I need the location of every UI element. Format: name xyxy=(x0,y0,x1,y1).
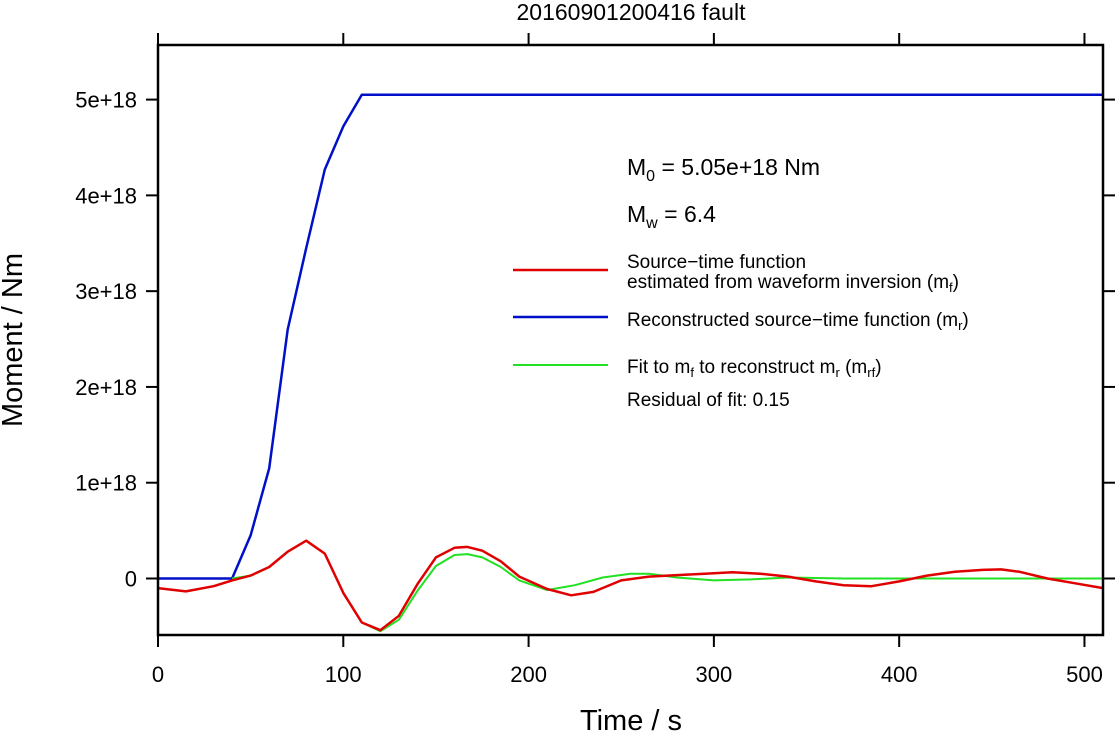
legend3-pre: Fit to m xyxy=(627,357,690,378)
mw-base: M xyxy=(627,201,646,227)
legend3-mid: to reconstruct m xyxy=(694,357,836,378)
x-tick-label: 200 xyxy=(510,662,547,687)
legend1-line2-text: estimated from waveform inversion (m xyxy=(627,272,949,293)
y-tick-label: 4e+18 xyxy=(75,183,137,208)
legend1-sub: f xyxy=(949,280,953,295)
x-axis-label: Time / s xyxy=(580,705,682,736)
chart-title: 20160901200416 fault xyxy=(517,0,747,25)
y-tick-label: 0 xyxy=(125,566,137,591)
legend-label-source-time-function-line1: Source−time function xyxy=(627,252,806,273)
legend-label-source-time-function-line2: estimated from waveform inversion (mf) xyxy=(627,272,959,295)
mw-subscript: w xyxy=(645,215,658,232)
legend-label-reconstructed: Reconstructed source−time function (mr) xyxy=(627,310,969,333)
legend3-sub3: rf xyxy=(867,365,875,380)
legend2-tail: ) xyxy=(962,310,968,331)
legend2-text: Reconstructed source−time function (m xyxy=(627,310,958,331)
legend3-tail: ) xyxy=(875,357,881,378)
legend1-tail: ) xyxy=(953,272,959,293)
x-tick-label: 300 xyxy=(696,662,733,687)
legend3-post: (m xyxy=(840,357,867,378)
mw-value: = 6.4 xyxy=(658,201,716,227)
annotation-mw: Mw = 6.4 xyxy=(627,201,716,232)
y-axis: 0 1e+18 2e+18 3e+18 4e+18 5e+18 xyxy=(75,88,1115,591)
x-tick-label: 100 xyxy=(325,662,362,687)
x-axis: 0 100 200 300 400 500 xyxy=(152,33,1103,687)
y-tick-label: 1e+18 xyxy=(75,471,137,496)
y-tick-label: 2e+18 xyxy=(75,375,137,400)
legend3-sub2: r xyxy=(835,365,840,380)
x-tick-label: 400 xyxy=(881,662,918,687)
legend: Source−time function estimated from wave… xyxy=(513,252,969,411)
series-line-fit xyxy=(231,539,1103,633)
series-line-reconstructed xyxy=(158,93,1103,580)
y-tick-label: 3e+18 xyxy=(75,279,137,304)
legend3-sub1: f xyxy=(690,365,694,380)
x-tick-label: 0 xyxy=(152,662,164,687)
plot-frame xyxy=(156,43,1105,637)
legend2-sub: r xyxy=(958,318,963,333)
series-line-source-time-function xyxy=(157,539,1104,632)
x-tick-label: 500 xyxy=(1066,662,1103,687)
annotation-m0: M0 = 5.05e+18 Nm xyxy=(627,154,820,185)
legend-label-fit: Fit to mf to reconstruct mr (mrf) xyxy=(627,357,882,380)
y-tick-label: 5e+18 xyxy=(75,88,137,113)
m0-subscript: 0 xyxy=(646,168,655,185)
m0-value: = 5.05e+18 Nm xyxy=(655,154,820,180)
annotation-residual: Residual of fit: 0.15 xyxy=(627,390,790,411)
m0-base: M xyxy=(627,154,646,180)
y-axis-label: Moment / Nm xyxy=(0,253,29,427)
plot-lines xyxy=(157,93,1104,633)
